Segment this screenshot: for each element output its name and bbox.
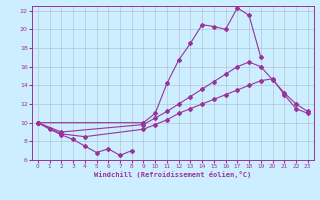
X-axis label: Windchill (Refroidissement éolien,°C): Windchill (Refroidissement éolien,°C) <box>94 171 252 178</box>
